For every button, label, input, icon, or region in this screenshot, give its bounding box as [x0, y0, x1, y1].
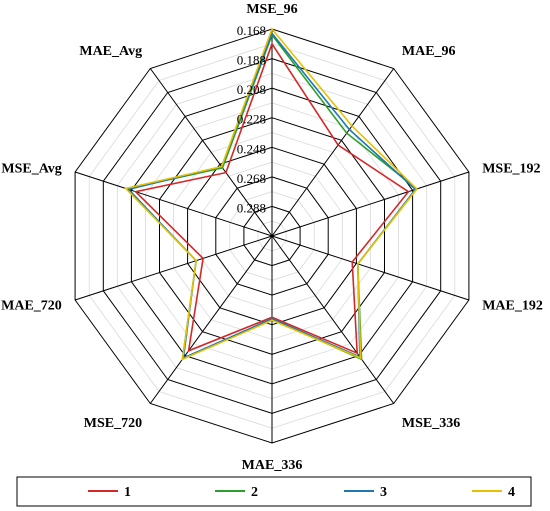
- legend-label-3: 3: [380, 485, 387, 500]
- series-line-1: [133, 42, 410, 355]
- axis-label-mae-720: MAE_720: [1, 298, 62, 313]
- axis-label-mae-96: MAE_96: [402, 44, 456, 59]
- axis-spoke-mse-336: [271, 235, 395, 404]
- series-line-4: [124, 27, 418, 361]
- legend-label-2: 2: [251, 485, 258, 500]
- series-line-3: [127, 31, 417, 360]
- radial-tick-label: 0.168: [237, 23, 266, 38]
- axis-spoke-mse-720: [149, 235, 273, 404]
- axis-label-mse-336: MSE_336: [402, 416, 460, 431]
- axis-spoke-mae-720: [74, 235, 273, 301]
- tick-layer: 0.168 0.188 0.208 0.228 0.248 0.268 0.288: [237, 23, 266, 215]
- radial-tick-label: 0.268: [237, 171, 266, 186]
- axis-label-mse-avg: MSE_Avg: [1, 162, 61, 177]
- axis-spoke-mae-96: [271, 68, 395, 237]
- legend-label-1: 1: [124, 485, 131, 500]
- axis-label-mae-192: MAE_192: [482, 298, 543, 313]
- radial-tick-label: 0.288: [237, 200, 266, 215]
- grid-layer: [74, 28, 470, 444]
- legend-label-4: 4: [508, 485, 515, 500]
- axis-spoke-mse-192: [271, 171, 470, 237]
- axis-label-mse-96: MSE_96: [246, 2, 297, 17]
- axis-label-layer: MSE_96 MAE_96 MSE_192 MAE_192 MSE_336 MAE_336…: [1, 2, 543, 473]
- radial-tick-label: 0.208: [237, 82, 266, 97]
- axis-spoke-mae-192: [271, 235, 470, 301]
- axis-label-mae-avg: MAE_Avg: [79, 44, 142, 59]
- radial-tick-label: 0.248: [237, 141, 266, 156]
- axis-spoke-mae-avg: [149, 68, 273, 237]
- radial-tick-label: 0.228: [237, 112, 266, 127]
- legend: 1 2 3 4: [16, 476, 532, 507]
- series-layer: [124, 27, 418, 361]
- radial-tick-label: 0.188: [237, 53, 266, 68]
- axis-spoke-mse-avg: [74, 171, 273, 237]
- axis-label-mae-336: MAE_336: [242, 458, 303, 473]
- axis-label-mse-192: MSE_192: [482, 162, 540, 177]
- axis-label-mse-720: MSE_720: [84, 416, 142, 431]
